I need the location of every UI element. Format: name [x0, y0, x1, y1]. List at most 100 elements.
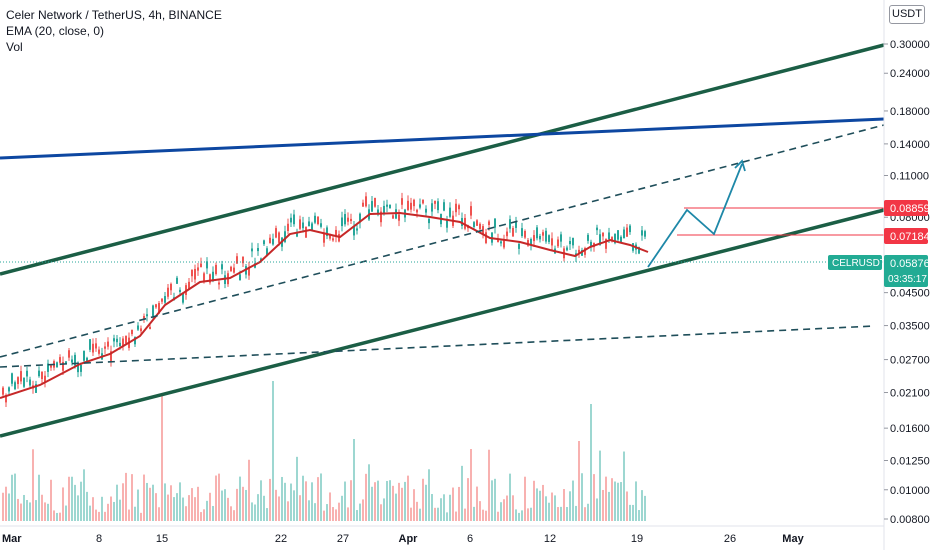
volume-bar: [410, 507, 412, 521]
price-tick-label: 0.01000: [890, 485, 930, 497]
lower-dashed-line: [0, 325, 876, 368]
candle-body: [530, 238, 532, 246]
symbol-tag-label: CELRUSDT: [832, 258, 886, 269]
candle-body: [431, 203, 433, 212]
price-tick-label: 0.14000: [890, 139, 930, 151]
volume-bar: [596, 498, 598, 521]
volume-bar: [353, 439, 355, 521]
volume-bar: [56, 512, 58, 521]
volume-bar: [413, 489, 415, 521]
candle: [566, 245, 568, 252]
candle: [107, 337, 109, 350]
volume-bar: [224, 489, 226, 521]
candle: [614, 233, 616, 245]
candle-body: [200, 263, 202, 268]
candle-body: [542, 232, 544, 236]
candle: [311, 221, 313, 231]
volume-bar: [293, 490, 295, 521]
candle: [323, 228, 325, 247]
candle: [2, 386, 4, 398]
candle-body: [68, 350, 70, 358]
candle-body: [152, 305, 154, 316]
candle-body: [551, 238, 553, 246]
candle-body: [425, 208, 427, 213]
candle-body: [494, 218, 496, 228]
candle: [602, 232, 604, 241]
candle: [275, 225, 277, 239]
candle-body: [164, 296, 166, 303]
volume-bar: [341, 495, 343, 521]
candle-body: [332, 238, 334, 241]
volume-bar: [8, 493, 10, 521]
price-badge-level: 0.08859: [884, 200, 930, 216]
volume-bar: [86, 491, 88, 521]
volume-bar: [452, 487, 454, 521]
candle: [509, 215, 511, 233]
currency-selector[interactable]: USDT: [889, 5, 925, 24]
candle-body: [113, 338, 115, 342]
volume-bar: [287, 501, 289, 521]
candle: [515, 216, 517, 233]
volume-bar: [248, 459, 250, 521]
volume-bar: [530, 507, 532, 521]
candle-body: [626, 227, 628, 237]
volume-bar: [548, 502, 550, 521]
ema-indicator-label[interactable]: EMA (20, close, 0): [6, 24, 105, 38]
volume-bar: [35, 500, 37, 521]
chart-title[interactable]: Celer Network / TetherUS, 4h, BINANCE: [6, 8, 222, 22]
candle: [314, 212, 316, 225]
candle: [368, 204, 370, 222]
candle-body: [314, 215, 316, 223]
candle: [440, 213, 442, 228]
candle-body: [215, 264, 217, 275]
candle-body: [392, 215, 394, 219]
volume-bar: [635, 481, 637, 521]
candle: [413, 198, 415, 212]
volume-bar: [587, 503, 589, 521]
volume-bar: [614, 481, 616, 521]
current-price-label: 0.05876: [890, 258, 930, 270]
candle-body: [350, 218, 352, 222]
candle: [251, 242, 253, 258]
volume-bar: [437, 507, 439, 521]
volume-bar: [236, 488, 238, 521]
candle: [458, 203, 460, 216]
candle-body: [620, 236, 622, 243]
candle: [350, 213, 352, 224]
volume-bar: [266, 508, 268, 521]
candle-body: [353, 225, 355, 236]
candle-body: [62, 362, 64, 371]
candle-body: [251, 248, 253, 252]
time-tick-label: Mar: [2, 533, 22, 545]
candle: [593, 242, 595, 252]
volume-bar: [143, 474, 145, 521]
candle-body: [545, 230, 547, 242]
candle-body: [272, 238, 274, 245]
candle-body: [596, 227, 598, 231]
volume-indicator-label[interactable]: Vol: [6, 40, 23, 54]
candle-body: [122, 338, 124, 346]
volume-bar: [362, 499, 364, 521]
volume-bar: [137, 489, 139, 521]
time-tick-label: 22: [275, 533, 287, 545]
volume-bar: [404, 481, 406, 521]
candle-body: [416, 209, 418, 213]
volume-bar: [506, 495, 508, 521]
candle-body: [611, 237, 613, 242]
volume-bar: [302, 475, 304, 521]
resistance-line: [0, 117, 885, 160]
volume-bar: [428, 469, 430, 521]
candle: [392, 214, 394, 219]
volume-bar: [593, 474, 595, 521]
candle-body: [527, 240, 529, 246]
volume-bar: [629, 504, 631, 521]
candle: [38, 366, 40, 378]
volume-bar: [128, 509, 130, 521]
candle-body: [344, 214, 346, 225]
volume-bar: [458, 486, 460, 521]
ema-line-layer: [0, 211, 649, 399]
candle-body: [503, 239, 505, 248]
volume-bar: [92, 497, 94, 521]
